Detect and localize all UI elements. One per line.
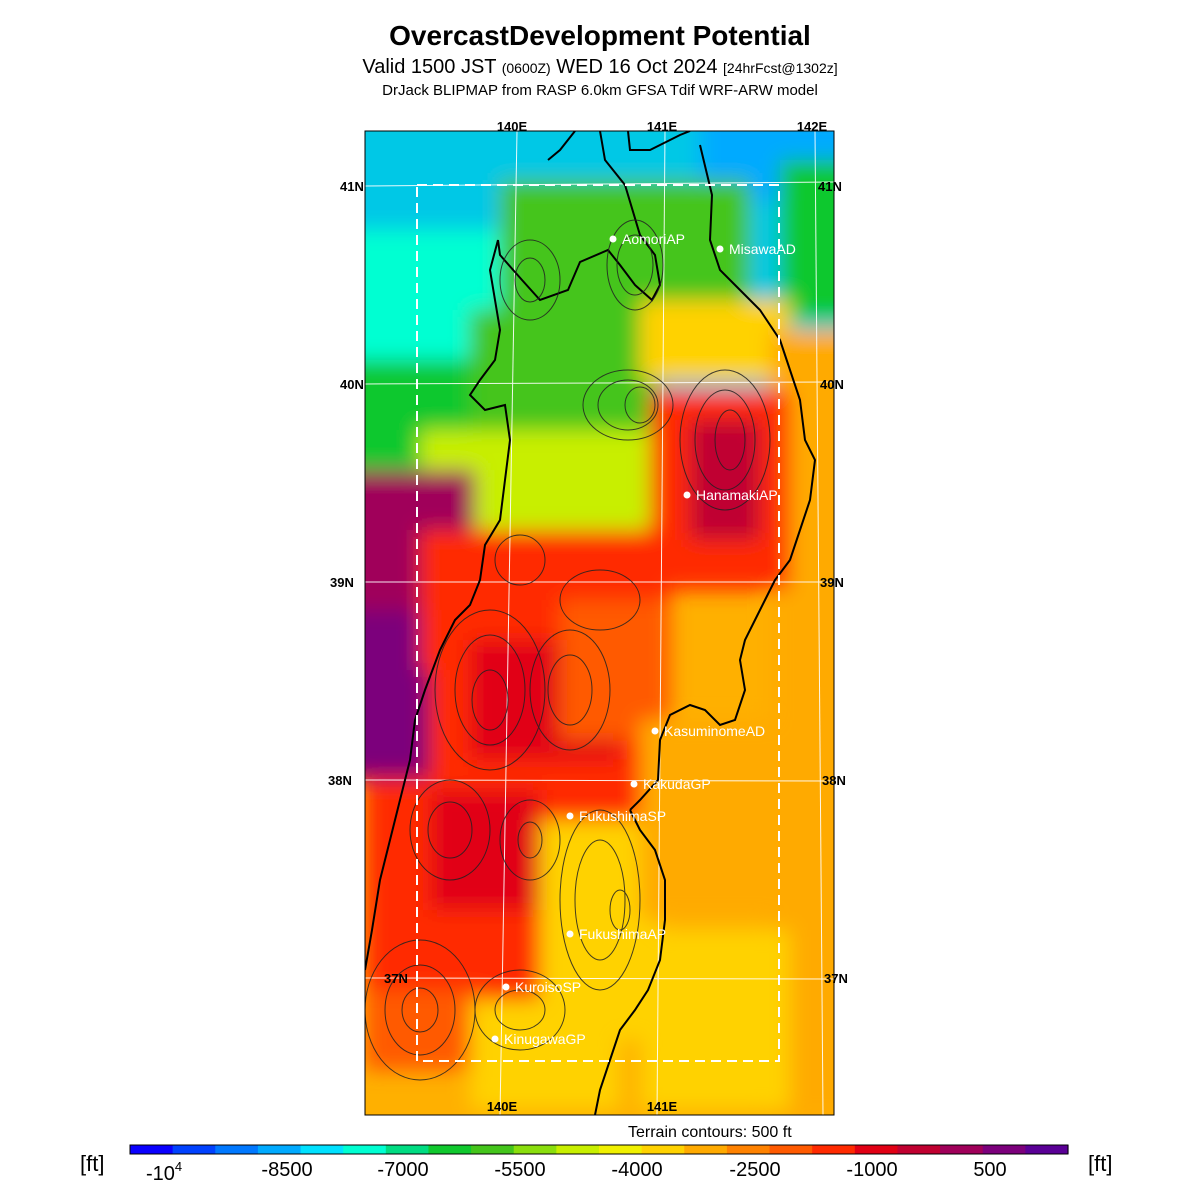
colorbar-swatch (130, 1145, 174, 1154)
map-frame (364, 130, 835, 1116)
station-label: KinugawaGP (504, 1031, 586, 1047)
colorbar-swatch (982, 1145, 1026, 1154)
colorbar-swatch (172, 1145, 216, 1154)
colorbar-frame (129, 1144, 1069, 1155)
lon-label: 141E (647, 1099, 678, 1114)
colorbar-swatch (854, 1145, 899, 1154)
lat-label: 39N (820, 575, 844, 590)
latitude-labels-right: 41N 40N 39N 38N 37N (818, 179, 848, 986)
lat-label: 37N (384, 971, 408, 986)
lat-label: 41N (340, 179, 364, 194)
lat-label: 40N (340, 377, 364, 392)
lon-label: 142E (797, 119, 828, 134)
colorbar-tick: -2500 (729, 1159, 780, 1181)
colorbar-swatch (812, 1145, 856, 1154)
colorbar-unit-right: [ft] (1088, 1151, 1112, 1176)
terrain-contours (365, 219, 771, 1081)
valid-time-line: Valid 1500 JST (0600Z) WED 16 Oct 2024 [… (0, 56, 1200, 79)
valid-zone: (0600Z) (501, 60, 551, 76)
lon-label: 140E (487, 1099, 518, 1114)
lon-label: 141E (647, 119, 678, 134)
station-dot (491, 1035, 499, 1043)
station[interactable]: HanamakiAP (683, 487, 778, 503)
station-label: AomoriAP (622, 231, 685, 247)
station-dot (630, 780, 638, 788)
colorbar-swatch (769, 1145, 813, 1154)
colorbar-swatch (684, 1145, 728, 1154)
lat-label: 38N (328, 773, 352, 788)
colorbar-tick: -1000 (846, 1159, 897, 1181)
colorbar-swatch (215, 1145, 259, 1154)
station-label: KasuminomeAD (664, 723, 765, 739)
valid-time: Valid 1500 JST (362, 56, 497, 78)
longitude-labels-top: 140E 141E 142E (497, 119, 828, 134)
colorbar-swatch (1025, 1145, 1069, 1154)
station-dot (502, 983, 510, 991)
colorbar-tick: -104 (146, 1159, 182, 1185)
colorbar-swatch (599, 1145, 643, 1154)
colorbar-swatch (556, 1145, 600, 1154)
lat-label: 38N (822, 773, 846, 788)
station-dot (566, 812, 574, 820)
colorbar-tick: -5500 (494, 1159, 545, 1181)
colorbar-swatch (257, 1145, 302, 1154)
colorbar-tick: -8500 (261, 1159, 312, 1181)
colorbar-swatch (513, 1145, 557, 1154)
colorbar-swatch (641, 1145, 685, 1154)
station-label: KakudaGP (643, 776, 711, 792)
station[interactable]: MisawaAD (716, 241, 796, 257)
coastline (365, 131, 817, 1115)
station-dot (566, 930, 574, 938)
colorbar-swatch (897, 1145, 941, 1154)
station[interactable]: KasuminomeAD (651, 723, 766, 739)
colorbar-ticks: -8500 -7000 -5500 -4000 -2500 -1000 500 (261, 1159, 1006, 1181)
station[interactable]: KuroisoSP (502, 979, 582, 995)
colorbar-swatch (471, 1145, 515, 1154)
station-label: FukushimaSP (579, 808, 666, 824)
colorbar (129, 1144, 1069, 1155)
colorbar-tick: -4000 (611, 1159, 662, 1181)
station[interactable]: KakudaGP (630, 776, 711, 792)
longitude-labels-bottom: 140E 141E (487, 1099, 678, 1114)
station-dot (716, 245, 724, 253)
station-label: HanamakiAP (696, 487, 778, 503)
station-label: KuroisoSP (515, 979, 581, 995)
station[interactable]: KinugawaGP (491, 1031, 586, 1047)
lat-label: 41N (818, 179, 842, 194)
colorbar-tick-exponent: 4 (175, 1159, 182, 1174)
lat-label: 40N (820, 377, 844, 392)
colorbar-swatch (385, 1145, 430, 1154)
station[interactable]: FukushimaSP (566, 808, 667, 824)
station[interactable]: FukushimaAP (566, 926, 667, 942)
inner-domain-box (416, 184, 780, 1062)
lon-label: 140E (497, 119, 528, 134)
colorbar-tick-base: -10 (146, 1163, 175, 1185)
station-dot (651, 727, 659, 735)
colorbar-tick: 500 (973, 1159, 1006, 1181)
valid-date: WED 16 Oct 2024 (556, 56, 718, 78)
colorbar-unit-left: [ft] (80, 1151, 104, 1176)
colorbar-swatch (726, 1145, 771, 1154)
lat-label: 39N (330, 575, 354, 590)
forecast-info: [24hrFcst@1302z] (723, 60, 838, 76)
terrain-contour-note: Terrain contours: 500 ft (628, 1124, 792, 1141)
colorbar-tick: -7000 (377, 1159, 428, 1181)
station-label: MisawaAD (729, 241, 796, 257)
station[interactable]: AomoriAP (609, 231, 686, 247)
colorbar-swatch (940, 1145, 984, 1154)
station-dot (609, 235, 617, 243)
map-title: OvercastDevelopment Potential (389, 20, 811, 51)
colorbar-swatch (300, 1145, 344, 1154)
station-markers: AomoriAP MisawaAD HanamakiAP KasuminomeA… (491, 231, 796, 1047)
lat-label: 37N (824, 971, 848, 986)
colorbar-swatch (428, 1145, 472, 1154)
station-dot (683, 491, 691, 499)
station-label: FukushimaAP (579, 926, 666, 942)
model-line: DrJack BLIPMAP from RASP 6.0km GFSA Tdif… (382, 82, 818, 99)
colorbar-swatch (343, 1145, 387, 1154)
overcast-field (365, 131, 834, 1115)
latitude-labels-left: 41N 40N 39N 38N 37N (328, 179, 408, 986)
